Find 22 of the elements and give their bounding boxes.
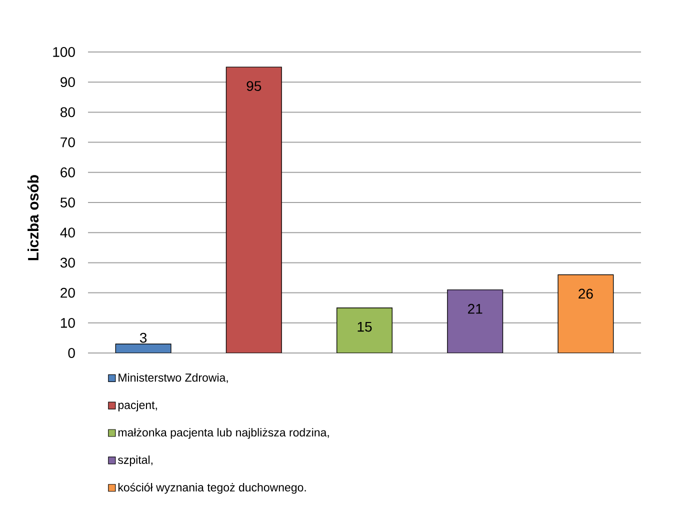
legend-label: kościół wyznania tegoż duchownego. — [118, 482, 306, 494]
y-tick-label: 0 — [68, 348, 75, 358]
y-tick-label: 40 — [60, 228, 75, 238]
data-label: 15 — [358, 322, 372, 332]
data-label: 21 — [468, 304, 482, 314]
legend-label: Ministerstwo Zdrowia, — [118, 373, 228, 384]
y-tick-label: 50 — [60, 198, 75, 208]
legend-label: szpital, — [118, 455, 152, 466]
y-tick-label: 70 — [60, 137, 75, 148]
data-label: 26 — [578, 288, 593, 299]
legend-label: małżonka pacjenta lub najbliższa rodzina, — [118, 428, 329, 439]
y-tick-label: 30 — [60, 258, 75, 268]
y-axis-title: Liczba osób — [27, 175, 39, 260]
y-tick-label: 20 — [60, 288, 75, 298]
y-tick-label: 100 — [53, 47, 75, 57]
y-tick-label: 90 — [60, 77, 75, 88]
y-tick-label: 10 — [60, 318, 75, 328]
data-label: 3 — [140, 332, 147, 343]
y-tick-label: 80 — [60, 107, 75, 118]
data-label: 95 — [246, 81, 262, 92]
legend-label: pacjent, — [118, 400, 157, 412]
y-tick-label: 60 — [60, 167, 75, 178]
